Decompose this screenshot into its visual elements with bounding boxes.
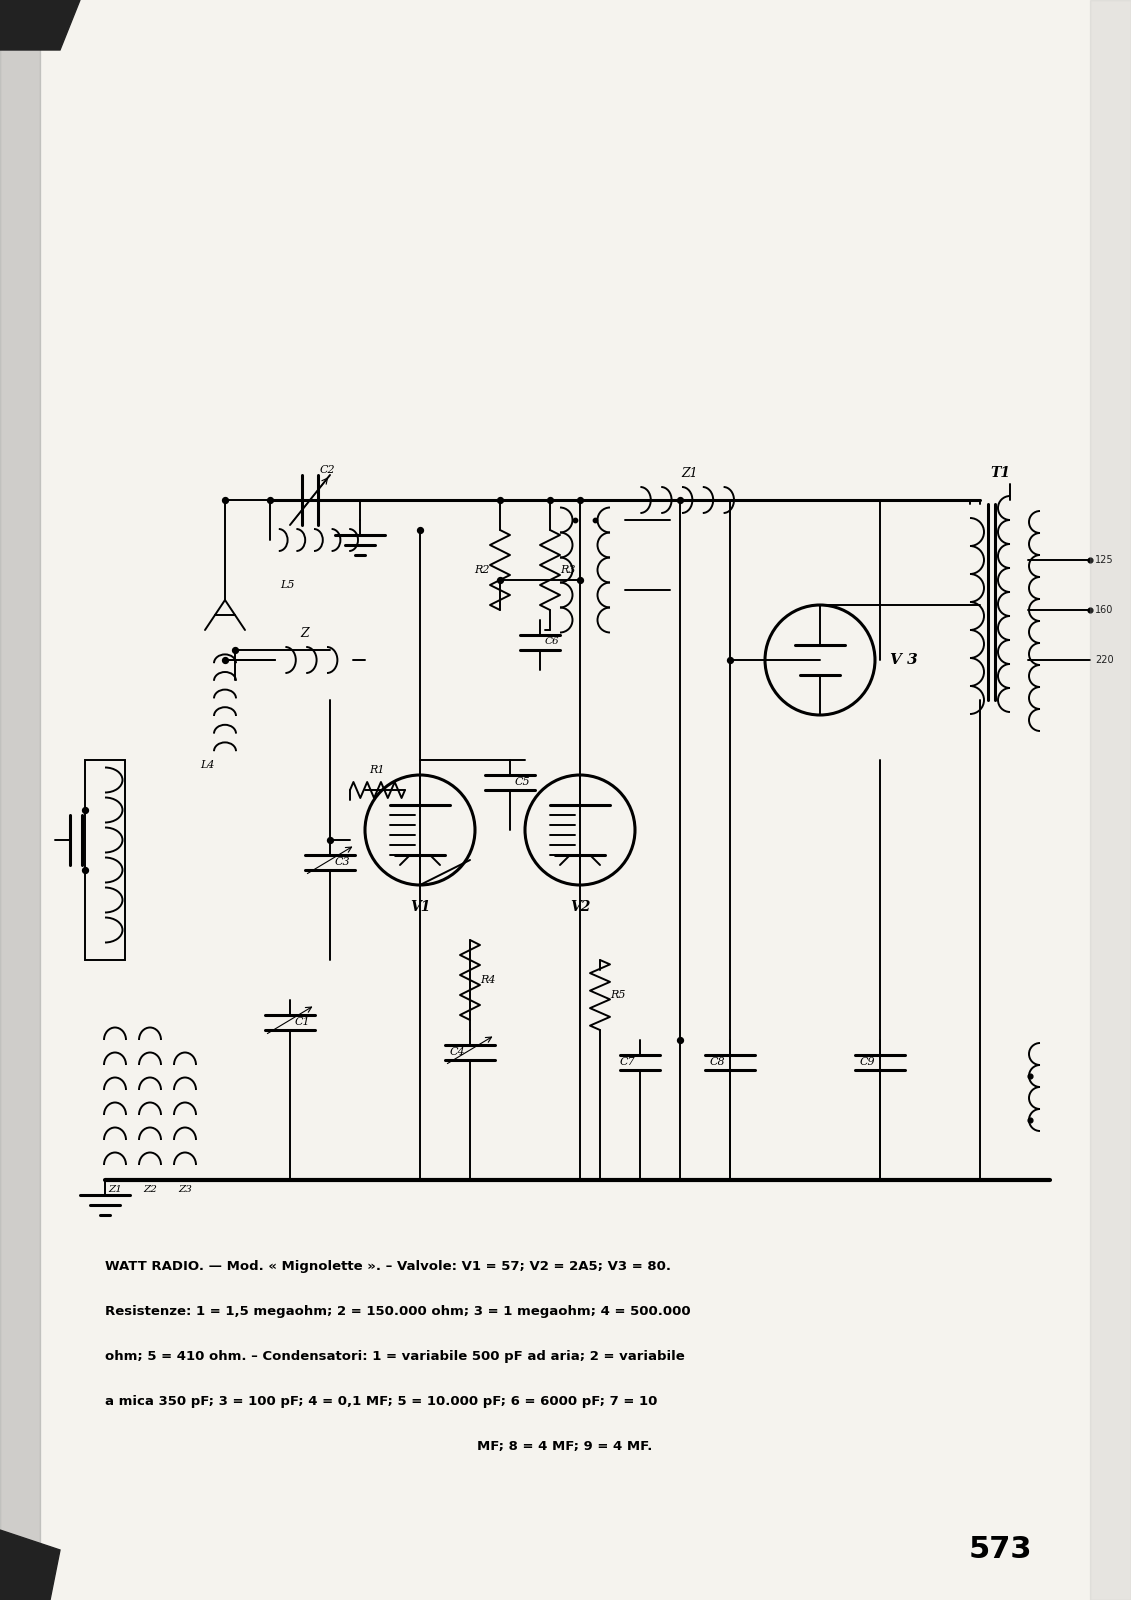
Text: Z1: Z1	[109, 1186, 122, 1194]
Bar	[85, 760, 126, 960]
Polygon shape	[0, 0, 40, 1600]
Point	[566, 507, 584, 533]
Point	[586, 507, 604, 533]
Text: ohm; 5 = 410 ohm. – Condensatori: 1 = variabile 500 pF ad aria; 2 = variabile: ohm; 5 = 410 ohm. – Condensatori: 1 = va…	[105, 1350, 684, 1363]
Point	[571, 566, 589, 592]
Text: T1: T1	[990, 466, 1010, 480]
Text: C2: C2	[320, 466, 336, 475]
Text: WATT RADIO. — Mod. « Mignolette ». – Valvole: V1 = 57; V2 = 2A5; V3 = 80.: WATT RADIO. — Mod. « Mignolette ». – Val…	[105, 1261, 671, 1274]
Point	[571, 486, 589, 512]
Text: 220: 220	[1095, 654, 1114, 666]
Text: Z2: Z2	[143, 1186, 157, 1194]
Text: Resistenze: 1 = 1,5 megaohm; 2 = 150.000 ohm; 3 = 1 megaohm; 4 = 500.000: Resistenze: 1 = 1,5 megaohm; 2 = 150.000…	[105, 1306, 691, 1318]
Point	[491, 566, 509, 592]
Text: MF; 8 = 4 MF; 9 = 4 MF.: MF; 8 = 4 MF; 9 = 4 MF.	[477, 1440, 653, 1453]
Point	[541, 486, 559, 512]
Text: L4: L4	[200, 760, 215, 770]
Point	[491, 486, 509, 512]
Point	[671, 1027, 689, 1053]
Text: R3: R3	[560, 565, 576, 574]
Text: R1: R1	[369, 765, 385, 774]
Point	[216, 486, 234, 512]
Point	[226, 637, 244, 662]
Text: C1: C1	[295, 1018, 311, 1027]
Polygon shape	[0, 0, 80, 50]
Text: Z3: Z3	[178, 1186, 192, 1194]
Text: 160: 160	[1095, 605, 1113, 614]
Text: Z1: Z1	[682, 467, 698, 480]
Text: C5: C5	[515, 778, 530, 787]
Text: Z: Z	[301, 627, 309, 640]
Point	[216, 646, 234, 672]
Text: C3: C3	[335, 858, 351, 867]
Point	[720, 646, 739, 672]
Point	[76, 797, 94, 822]
Polygon shape	[0, 1530, 60, 1600]
Point	[76, 858, 94, 883]
Text: L5: L5	[280, 579, 294, 590]
Text: 573: 573	[968, 1536, 1031, 1565]
Point	[411, 517, 429, 542]
Text: C8: C8	[709, 1058, 725, 1067]
Point	[1081, 547, 1099, 573]
Text: R2: R2	[475, 565, 490, 574]
Text: V1: V1	[409, 899, 430, 914]
Polygon shape	[1090, 0, 1131, 1600]
Point	[1021, 1062, 1039, 1088]
Text: 125: 125	[1095, 555, 1114, 565]
Point	[1081, 597, 1099, 622]
Text: R4: R4	[480, 974, 495, 986]
Point	[321, 827, 339, 853]
Point	[671, 486, 689, 512]
Text: C7: C7	[620, 1058, 634, 1067]
Point	[1021, 1107, 1039, 1133]
Text: C9: C9	[860, 1058, 875, 1067]
Text: R5: R5	[610, 990, 625, 1000]
Text: C4: C4	[449, 1046, 465, 1058]
Point	[261, 486, 279, 512]
Text: C6: C6	[545, 637, 560, 646]
Text: a mica 350 pF; 3 = 100 pF; 4 = 0,1 MF; 5 = 10.000 pF; 6 = 6000 pF; 7 = 10: a mica 350 pF; 3 = 100 pF; 4 = 0,1 MF; 5…	[105, 1395, 657, 1408]
Text: V2: V2	[570, 899, 590, 914]
Text: V 3: V 3	[890, 653, 917, 667]
